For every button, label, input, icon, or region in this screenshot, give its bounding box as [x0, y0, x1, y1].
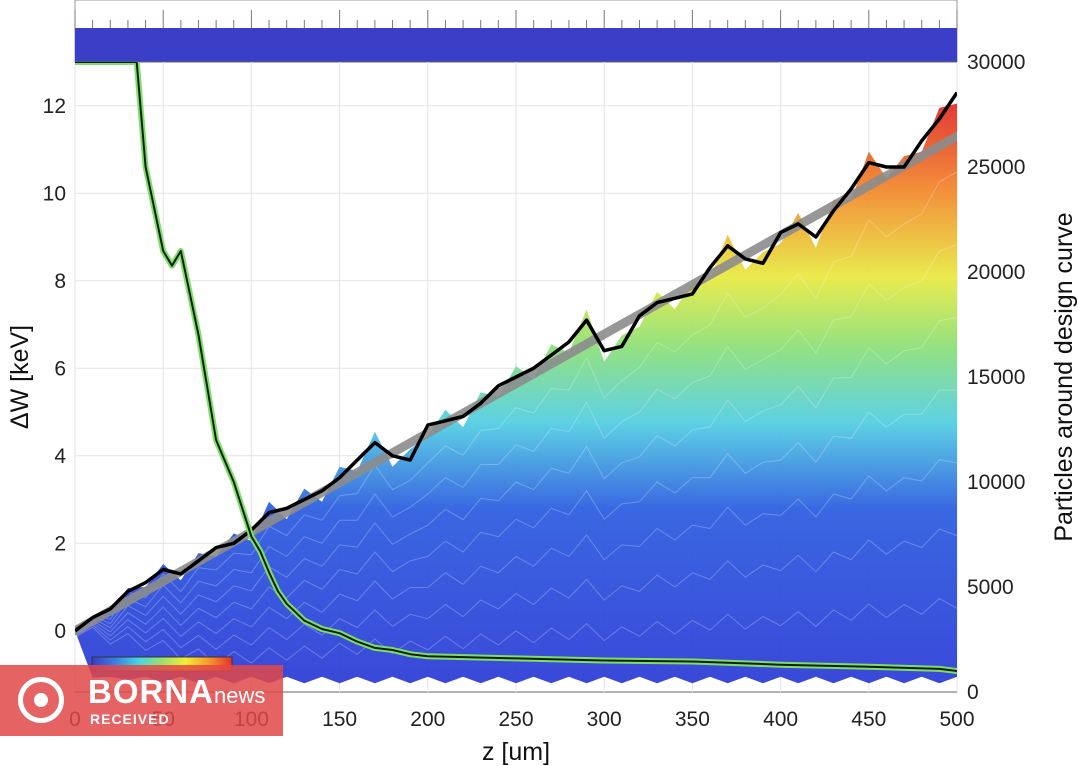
y-tick-label: 8	[54, 270, 66, 293]
x-tick-label: 200	[410, 708, 445, 731]
x-tick-label: 350	[675, 708, 710, 731]
y2-tick-label: 25000	[967, 156, 1025, 179]
y-tick-label: 4	[54, 445, 66, 468]
y2-tick-label: 30000	[967, 51, 1025, 74]
watermark-logo: BORNAnews RECEIVED	[0, 665, 283, 736]
x-tick-label: 250	[498, 708, 533, 731]
y-axis-ticks: 0 2 4 6 8 10 12	[43, 95, 67, 643]
y-tick-label: 12	[43, 95, 66, 118]
design-curve-line	[75, 91, 957, 633]
logo-sub: RECEIVED	[90, 711, 170, 727]
y-tick-label: 6	[54, 357, 66, 380]
logo-icon	[18, 677, 64, 723]
y-tick-label: 10	[43, 182, 66, 205]
x-tick-label: 400	[763, 708, 798, 731]
y2-tick-label: 5000	[967, 576, 1014, 599]
top-histogram	[74, 0, 958, 63]
x-tick-label: 300	[587, 708, 622, 731]
y2-tick-label: 0	[967, 681, 979, 704]
particle-distribution-fan	[75, 103, 957, 684]
y2-tick-label: 10000	[967, 471, 1025, 494]
y-tick-label: 2	[54, 532, 66, 555]
logo-brand: BORNAnews	[88, 673, 266, 710]
y2-axis-label: Particles around design curve	[1050, 212, 1078, 541]
x-tick-label: 500	[939, 708, 974, 731]
y2-tick-label: 20000	[967, 261, 1025, 284]
y2-axis-ticks: 0 5000 10000 15000 20000 25000 30000	[967, 51, 1025, 704]
linear-fit-line	[75, 131, 957, 636]
particle-traces	[75, 171, 957, 666]
particle-count-line	[75, 62, 957, 672]
x-tick-label: 150	[322, 708, 357, 731]
x-axis-ticks: 050100150200250300350400450500	[69, 708, 974, 731]
y2-tick-label: 15000	[967, 366, 1025, 389]
x-axis-label: z [um]	[482, 738, 550, 766]
x-tick-label: 450	[851, 708, 886, 731]
y-tick-label: 0	[54, 620, 66, 643]
y-axis-label: ΔW [keV]	[6, 325, 34, 429]
